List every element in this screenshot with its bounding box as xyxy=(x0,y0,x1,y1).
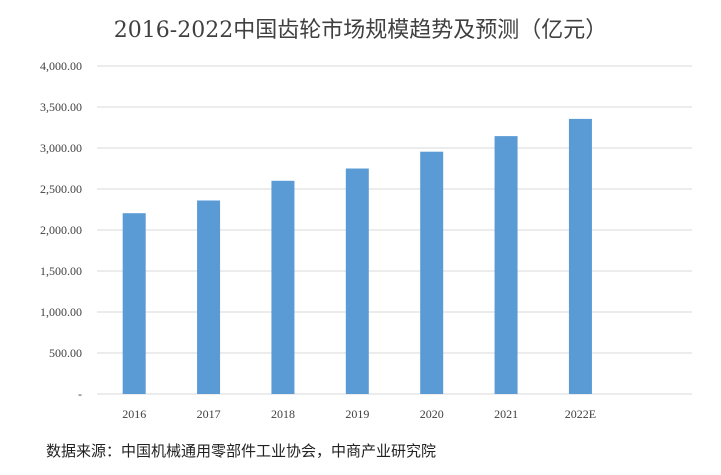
y-tick-label: - xyxy=(78,387,82,401)
y-tick-label: 4,000.00 xyxy=(40,59,82,73)
y-tick-label: 2,000.00 xyxy=(40,223,82,237)
bar-2022E xyxy=(568,118,592,394)
source-note: 数据来源：中国机械通用零部件工业协会，中商产业研究院 xyxy=(46,442,437,460)
x-tick-label: 2020 xyxy=(420,407,444,421)
y-tick-label: 500.00 xyxy=(49,346,82,360)
bars xyxy=(122,118,592,395)
chart-title: 2016-2022中国齿轮市场规模趋势及预测（亿元） xyxy=(113,18,608,43)
bar-2017 xyxy=(197,200,221,394)
x-tick-label: 2017 xyxy=(197,407,221,421)
gridlines xyxy=(97,65,692,395)
x-tick-label: 2016 xyxy=(122,407,146,421)
x-tick-label: 2019 xyxy=(345,407,369,421)
y-tick-label: 3,000.00 xyxy=(40,141,82,155)
x-tick-label: 2022E xyxy=(565,407,596,421)
y-tick-label: 3,500.00 xyxy=(40,100,82,114)
y-tick-label: 2,500.00 xyxy=(40,182,82,196)
bar-2016 xyxy=(122,213,146,394)
y-axis-ticks: - 500.00 1,000.00 1,500.00 2,000.00 2,500.00 3… xyxy=(40,59,82,401)
y-tick-label: 1,000.00 xyxy=(40,305,82,319)
y-tick-label: 1,500.00 xyxy=(40,264,82,278)
bar-2019 xyxy=(345,168,369,394)
x-tick-label: 2021 xyxy=(494,407,518,421)
x-tick-label: 2018 xyxy=(271,407,295,421)
bar-2021 xyxy=(494,136,518,395)
x-axis-ticks: 2016 2017 2018 2019 2020 2021 2022E xyxy=(122,407,596,421)
bar-2020 xyxy=(420,151,444,394)
bar-2018 xyxy=(271,180,295,394)
